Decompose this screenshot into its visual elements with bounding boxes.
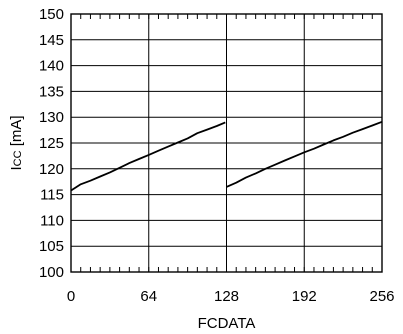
- y-tick-label: 125: [39, 135, 64, 152]
- y-tick-label: 135: [39, 83, 64, 100]
- x-tick-label: 256: [369, 288, 394, 305]
- y-tick-label: 110: [40, 212, 64, 229]
- series-line-segment: [226, 120, 383, 188]
- y-axis-title-sub: CC: [12, 150, 24, 166]
- grid-lines: [71, 14, 382, 272]
- y-tick-label: 100: [39, 264, 64, 281]
- x-tick-label: 0: [67, 288, 75, 305]
- y-tick-label: 115: [40, 187, 64, 204]
- y-tick-labels: 100 105 110 115 120 125 130 135 140 145 150: [39, 6, 64, 281]
- y-tick-label: 105: [39, 238, 64, 255]
- y-axis-title-main: I: [8, 166, 25, 170]
- y-tick-label: 140: [39, 58, 64, 75]
- y-tick-label: 130: [39, 109, 64, 126]
- x-tick-label: 128: [214, 288, 239, 305]
- plot-frame: [70, 13, 383, 273]
- x-tick-labels: 0 64 128 192 256: [67, 288, 395, 305]
- y-tick-label: 145: [39, 32, 64, 49]
- y-tick-label: 150: [39, 6, 64, 23]
- y-axis-title-unit: [mA]: [8, 115, 25, 150]
- x-tick-label: 64: [140, 288, 157, 305]
- y-axis-title: ICC [mA]: [8, 115, 25, 170]
- x-tick-label: 192: [292, 288, 317, 305]
- series-line-segment: [70, 121, 226, 192]
- series-group: [70, 120, 383, 192]
- y-tick-label: 120: [39, 161, 64, 178]
- x-axis-title: FCDATA: [198, 315, 256, 332]
